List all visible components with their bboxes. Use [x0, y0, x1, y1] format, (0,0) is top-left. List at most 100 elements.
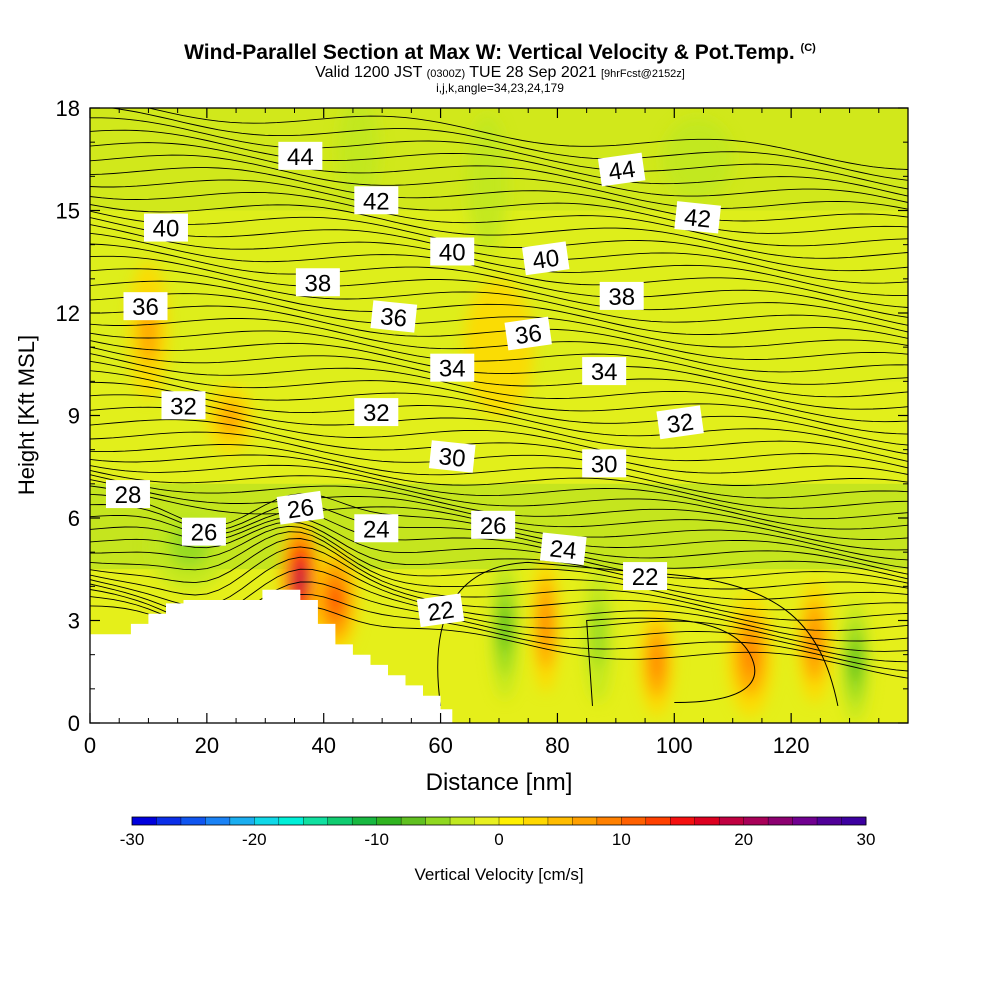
forecast-info: [9hrFcst@2152z]	[600, 68, 685, 80]
isentrope-line	[90, 330, 908, 385]
isentrope-labels: 44 44 42 42 40 40 40 38 38 36 36 36 34 34 32 32 32 30 30 28…	[105, 141, 722, 628]
y-tick-label: 3	[68, 609, 80, 634]
velocity-cell	[463, 278, 535, 416]
isentrope-label: 34	[582, 357, 627, 386]
y-axis-label: Height [Kft MSL]	[14, 335, 39, 495]
colorbar-swatch	[768, 817, 794, 825]
colorbar-swatch	[205, 817, 231, 825]
isentrope-line	[90, 217, 908, 284]
isentrope-label: 26	[181, 517, 226, 547]
valid-time: Valid 1200 JST	[315, 64, 423, 81]
y-tick-label: 9	[68, 404, 80, 429]
colorbar-swatch	[596, 817, 622, 825]
colorbar-swatch	[425, 817, 451, 825]
colorbar-swatch	[303, 817, 329, 825]
colorbar-swatch	[547, 817, 573, 825]
isentrope-label-text: 40	[153, 216, 180, 243]
isentrope-line	[90, 167, 908, 222]
isentrope-label-text: 44	[607, 156, 637, 186]
isentrope-label: 32	[161, 391, 206, 420]
isentrope-label: 40	[522, 241, 570, 276]
isentrope-line	[90, 431, 908, 486]
colorbar-swatch	[572, 817, 598, 825]
colorbar-swatch	[743, 817, 769, 825]
isentrope-label-text: 26	[480, 513, 507, 540]
colorbar-tick-label: -20	[242, 830, 267, 849]
title-block: Wind-Parallel Section at Max W: Vertical…	[0, 36, 1000, 95]
isentrope-label: 26	[276, 490, 325, 525]
isentrope-label: 38	[295, 268, 340, 297]
isentrope-line	[90, 454, 908, 509]
isentrope-line	[90, 204, 908, 259]
isentrope-label: 36	[504, 316, 552, 351]
isentrope-label: 44	[278, 141, 323, 171]
isentrope-label-text: 36	[379, 303, 408, 333]
isentrope-label: 30	[582, 449, 627, 478]
colorbar-tick-label: 20	[734, 830, 753, 849]
isentrope-label-text: 30	[591, 451, 618, 478]
isentrope-line	[90, 360, 908, 435]
velocity-cell	[466, 114, 508, 252]
isentrope-label-text: 40	[439, 240, 466, 267]
title-main: Wind-Parallel Section at Max W: Vertical…	[184, 41, 795, 64]
isentrope-label-text: 34	[591, 359, 618, 386]
isentrope-label: 26	[471, 510, 516, 540]
velocity-cell	[650, 643, 663, 680]
isentrope-line	[90, 305, 908, 360]
velocity-cell	[218, 401, 242, 436]
x-tick-label: 20	[195, 733, 219, 758]
colorbar-swatch	[474, 817, 500, 825]
y-tick-label: 12	[56, 301, 80, 326]
colorbar-tick-label: -30	[120, 830, 145, 849]
isentrope-label-text: 38	[305, 270, 332, 297]
isentrope-line	[90, 129, 908, 197]
grid-indices: i,j,k,angle=34,23,24,179	[436, 81, 564, 95]
isentrope-label-text: 22	[632, 564, 659, 591]
colorbar-swatch	[278, 817, 304, 825]
x-tick-label: 80	[545, 733, 569, 758]
velocity-cell	[850, 641, 861, 682]
isentrope-label: 28	[105, 480, 150, 509]
isentrope-label-text: 42	[683, 204, 712, 234]
isentrope-line	[90, 154, 908, 210]
isentrope-label-text: 36	[132, 294, 159, 321]
isentrope-line	[90, 224, 908, 297]
colorbar-swatch	[401, 817, 427, 825]
isentrope-label-text: 24	[363, 516, 390, 543]
isentrope-label-text: 34	[439, 356, 466, 383]
isentrope-line	[90, 232, 908, 308]
isentrope-label: 22	[416, 593, 465, 628]
isentrope-line	[90, 117, 908, 190]
isentrope-line	[90, 511, 908, 580]
isentrope-line	[90, 521, 908, 590]
isentrope-line	[90, 340, 908, 398]
isentrope-line	[90, 546, 908, 632]
isentrope-label-text: 22	[426, 597, 456, 627]
colorbar-swatch	[254, 817, 280, 825]
x-tick-label: 40	[311, 733, 335, 758]
colorbar-swatch	[327, 817, 353, 825]
isentrope-label: 40	[430, 237, 475, 267]
isentrope-label-text: 42	[363, 188, 390, 215]
isentrope-label-text: 30	[437, 443, 466, 473]
isentrope-label: 36	[370, 300, 418, 333]
isentrope-label-text: 36	[513, 320, 543, 350]
isentrope-line	[90, 556, 908, 642]
isentrope-line	[90, 525, 908, 600]
colorbar-label: Vertical Velocity [cm/s]	[414, 865, 583, 884]
isentrope-label: 30	[428, 440, 476, 473]
isentrope-label: 40	[143, 213, 188, 243]
isentrope-line	[90, 531, 908, 611]
velocity-cell	[591, 600, 606, 669]
x-axis-label: Distance [nm]	[426, 769, 573, 796]
isentrope-line	[90, 516, 908, 584]
isentrope-line	[90, 406, 908, 469]
y-tick-label: 15	[56, 199, 80, 224]
y-tick-label: 18	[56, 96, 80, 121]
isentrope-label-text: 40	[531, 245, 561, 275]
colorbar-swatch	[670, 817, 696, 825]
colorbar: -30 -20 -10 0 10 20 30	[120, 816, 875, 849]
isentrope-label-text: 24	[548, 535, 577, 565]
colorbar-swatch	[523, 817, 549, 825]
